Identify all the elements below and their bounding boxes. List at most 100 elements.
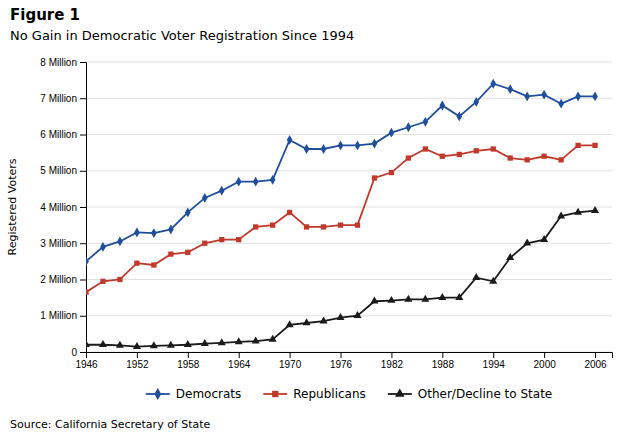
grid-line <box>86 170 612 171</box>
point <box>321 144 327 154</box>
point <box>168 225 174 235</box>
tick: 0 <box>71 347 86 358</box>
point <box>236 177 242 187</box>
series <box>86 143 598 295</box>
tick-label: 2006 <box>584 359 607 370</box>
tick-mark <box>80 62 86 63</box>
legend-marker <box>154 388 161 400</box>
point <box>151 228 157 238</box>
point <box>168 251 173 256</box>
tick: 1982 <box>381 352 404 370</box>
point <box>252 336 260 343</box>
point <box>355 140 361 150</box>
tick: 1964 <box>228 352 251 370</box>
plot: 1946195219581964197019761982198819942000… <box>40 57 612 370</box>
point <box>338 140 344 150</box>
subtitle: No Gain in Democratic Voter Registration… <box>10 28 354 43</box>
tick-label: 1970 <box>279 359 302 370</box>
tick-label: 1 Million <box>40 310 77 321</box>
tick-label: 8 Million <box>40 57 77 68</box>
point <box>421 295 429 302</box>
point <box>99 340 107 347</box>
tick-label: 5 Million <box>40 165 77 176</box>
point <box>184 340 192 347</box>
tick-mark <box>80 207 86 208</box>
point <box>185 208 191 218</box>
tick-mark <box>80 135 86 136</box>
legend-item: Republicans <box>263 387 366 401</box>
axis-title: Registered Voters <box>6 158 19 255</box>
point <box>406 122 412 132</box>
tick-mark <box>493 352 494 358</box>
point <box>540 235 548 242</box>
point <box>474 148 479 153</box>
tick-mark <box>391 352 392 358</box>
point <box>473 97 479 107</box>
tick-label: 2000 <box>534 359 557 370</box>
point <box>574 208 582 215</box>
point <box>372 139 378 149</box>
tick: 1 Million <box>40 310 86 321</box>
point <box>303 318 311 325</box>
point <box>304 224 309 229</box>
tick-mark <box>239 352 240 358</box>
point <box>185 250 190 255</box>
grid-line <box>86 207 612 208</box>
point <box>370 297 378 304</box>
legend-marker <box>395 388 405 396</box>
point <box>134 261 139 266</box>
point <box>472 273 480 280</box>
point <box>591 206 599 213</box>
tick-mark <box>80 316 86 317</box>
grid-line <box>86 62 612 63</box>
tick-mark <box>137 352 138 358</box>
point <box>304 144 310 154</box>
point <box>457 152 462 157</box>
point <box>167 341 175 348</box>
legend-item: Democrats <box>146 387 242 401</box>
series-group <box>86 79 599 349</box>
tick-mark <box>80 171 86 172</box>
point <box>389 170 394 175</box>
tick-mark <box>595 352 596 358</box>
legend-marker <box>272 391 278 397</box>
point <box>455 293 463 300</box>
point <box>592 143 597 148</box>
series <box>86 79 598 266</box>
tick: 1988 <box>432 352 455 370</box>
tick: 8 Million <box>40 57 86 68</box>
tick: 2 Million <box>40 274 86 285</box>
tick: 3 Million <box>40 238 86 249</box>
point <box>133 342 141 349</box>
point <box>491 146 496 151</box>
point <box>592 92 598 102</box>
point <box>117 237 123 247</box>
tick: 6 Million <box>40 129 86 140</box>
tick: 1952 <box>126 352 149 370</box>
point <box>575 92 581 102</box>
source: Source: California Secretary of State <box>10 418 211 431</box>
point <box>86 340 90 347</box>
tick-mark <box>188 352 189 358</box>
point <box>372 175 377 180</box>
tick: 1994 <box>483 352 506 370</box>
tick: 1946 <box>75 352 98 370</box>
point <box>387 296 395 303</box>
tick-mark <box>341 352 342 358</box>
point <box>438 293 446 300</box>
point <box>202 193 208 203</box>
tick-label: 1952 <box>126 359 149 370</box>
tick-label: 6 Million <box>40 129 77 140</box>
line <box>86 84 595 262</box>
point <box>201 339 209 346</box>
tick-mark <box>442 352 443 358</box>
point <box>336 313 344 320</box>
point <box>202 241 207 246</box>
tick-label: 1958 <box>177 359 200 370</box>
tick-label: 1982 <box>381 359 404 370</box>
point <box>558 157 563 162</box>
point <box>353 311 361 318</box>
point <box>338 222 343 227</box>
point <box>439 101 445 111</box>
chart: Figure 1No Gain in Democratic Voter Regi… <box>0 0 626 438</box>
